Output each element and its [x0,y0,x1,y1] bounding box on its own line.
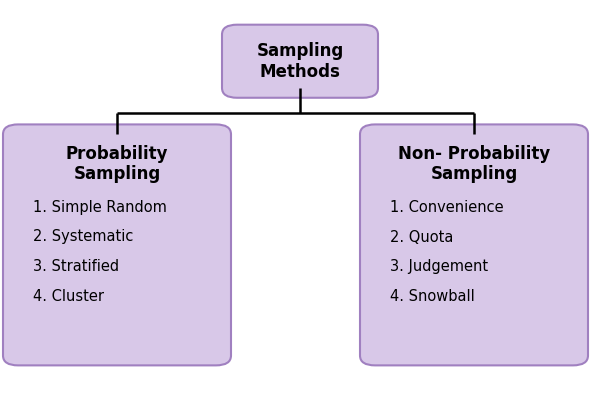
Text: 3. Stratified: 3. Stratified [33,259,119,274]
Text: Probability
Sampling: Probability Sampling [66,145,168,183]
Text: 2. Quota: 2. Quota [390,229,454,245]
Text: 1. Simple Random: 1. Simple Random [33,200,167,215]
Text: 1. Convenience: 1. Convenience [390,200,503,215]
Text: Non- Probability
Sampling: Non- Probability Sampling [398,145,550,183]
Text: Sampling
Methods: Sampling Methods [256,42,344,81]
Text: 2. Systematic: 2. Systematic [33,229,133,245]
Text: 4. Snowball: 4. Snowball [390,289,475,304]
Text: 4. Cluster: 4. Cluster [33,289,104,304]
FancyBboxPatch shape [360,124,588,365]
Text: 3. Judgement: 3. Judgement [390,259,488,274]
FancyBboxPatch shape [3,124,231,365]
FancyBboxPatch shape [222,24,378,98]
